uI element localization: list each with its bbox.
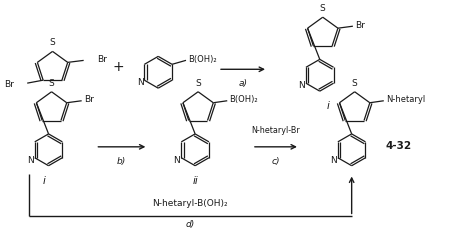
Text: N-hetaryl-Br: N-hetaryl-Br [252, 126, 300, 135]
Text: N-hetaryl-B(OH)₂: N-hetaryl-B(OH)₂ [152, 200, 228, 208]
Text: S: S [195, 79, 201, 88]
Text: a): a) [238, 79, 247, 88]
Text: S: S [320, 4, 326, 13]
Text: Br: Br [4, 80, 14, 89]
Text: N: N [330, 156, 337, 165]
Text: B(OH)₂: B(OH)₂ [229, 95, 258, 104]
Text: b): b) [117, 157, 126, 166]
Text: c): c) [272, 157, 280, 166]
Text: N: N [27, 156, 34, 165]
Text: S: S [49, 79, 55, 88]
Text: N: N [173, 156, 181, 165]
Text: i: i [326, 101, 329, 111]
Text: Br: Br [355, 21, 365, 30]
Text: ii: ii [192, 176, 198, 186]
Text: N: N [137, 78, 144, 87]
Text: d): d) [185, 220, 195, 229]
Text: S: S [50, 38, 55, 47]
Text: i: i [43, 176, 46, 186]
Text: Br: Br [97, 55, 107, 64]
Text: N: N [298, 81, 305, 90]
Text: S: S [352, 79, 357, 88]
Text: 4-32: 4-32 [385, 141, 412, 151]
Text: N-hetaryl: N-hetaryl [386, 95, 425, 104]
Text: B(OH)₂: B(OH)₂ [188, 55, 217, 64]
Text: +: + [112, 60, 124, 74]
Text: Br: Br [84, 95, 93, 104]
